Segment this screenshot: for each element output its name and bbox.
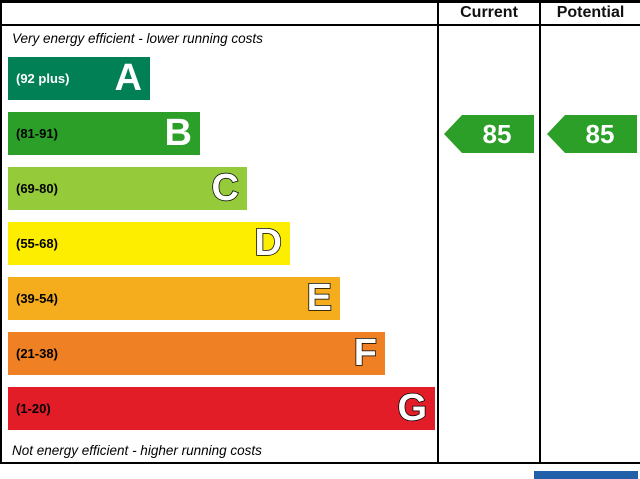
bottom-border (0, 462, 640, 464)
bands: (92 plus) A (81-91) B (69-80) C (55-68) D (39-54… (8, 57, 438, 442)
band-letter: A (114, 57, 142, 99)
band-d: (55-68) D (8, 221, 290, 265)
left-border (0, 0, 2, 464)
partial-footer-box (534, 471, 638, 479)
band-range-label: (69-80) (16, 181, 58, 196)
band-b: (81-91) B (8, 112, 200, 155)
bottom-caption: Not energy efficient - higher running co… (12, 443, 262, 458)
band-letter: F (353, 331, 378, 375)
band-a: (92 plus) A (8, 57, 150, 100)
current-column-header: Current (460, 4, 518, 21)
band-range-label: (55-68) (16, 236, 58, 251)
band-f: (21-38) F (8, 331, 385, 375)
band-range-label: (81-91) (16, 126, 58, 141)
header-divider (0, 24, 640, 26)
potential-rating-value: 85 (585, 118, 615, 149)
band-range-label: (39-54) (16, 291, 58, 306)
band-range-label: (1-20) (16, 401, 51, 416)
band-letter: G (397, 386, 428, 430)
current-rating-value: 85 (482, 118, 512, 149)
band-letter: E (306, 276, 333, 320)
potential-column-divider (539, 0, 541, 464)
band-e: (39-54) E (8, 276, 340, 320)
band-letter: D (254, 221, 283, 265)
band-range-label: (21-38) (16, 346, 58, 361)
potential-column-header: Potential (556, 4, 625, 21)
current-rating-arrow: 85 (444, 115, 534, 153)
band-g: (1-20) G (8, 386, 435, 430)
band-letter: B (164, 112, 192, 154)
band-range-label: (92 plus) (16, 71, 70, 86)
current-column-divider (437, 0, 439, 464)
top-border (0, 0, 640, 3)
potential-rating-arrow: 85 (547, 115, 637, 153)
top-caption: Very energy efficient - lower running co… (12, 31, 263, 46)
band-letter: C (211, 166, 240, 210)
band-c: (69-80) C (8, 166, 247, 210)
